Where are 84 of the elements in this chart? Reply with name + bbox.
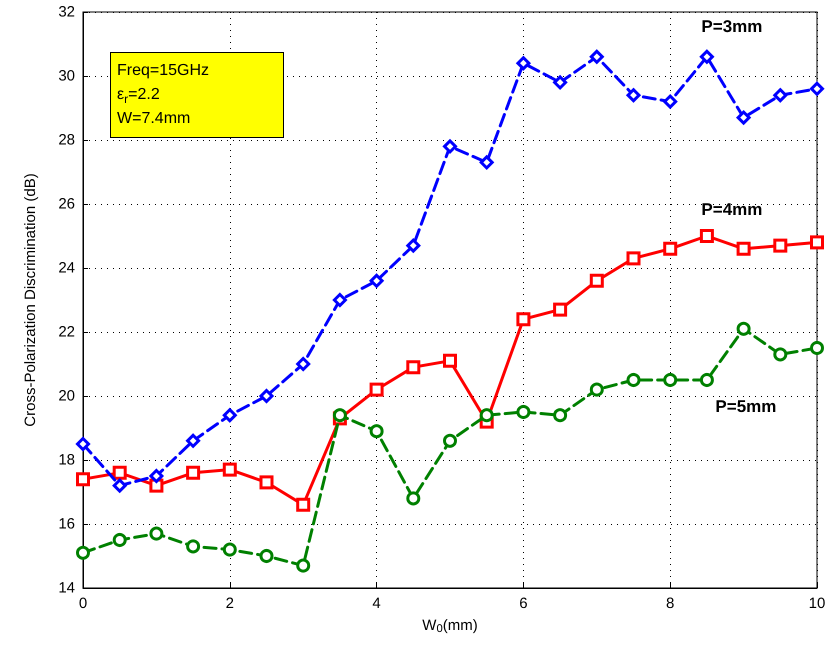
point xyxy=(370,382,384,397)
point xyxy=(332,293,347,307)
point xyxy=(700,373,714,387)
point xyxy=(222,462,237,477)
y-tick-label: 20 xyxy=(58,388,75,404)
point xyxy=(296,498,310,512)
point xyxy=(443,139,457,154)
point xyxy=(626,373,640,387)
point xyxy=(810,235,824,250)
y-tick-label: 14 xyxy=(58,580,75,596)
y-tick-label: 30 xyxy=(58,68,75,84)
point xyxy=(516,405,530,419)
point xyxy=(222,408,237,422)
y-tick-label: 26 xyxy=(58,196,75,212)
point xyxy=(76,437,90,451)
x-tick-label: 0 xyxy=(78,595,88,612)
point xyxy=(76,546,90,560)
y-tick-label: 18 xyxy=(58,452,75,468)
point xyxy=(260,475,274,490)
point xyxy=(260,389,274,403)
point xyxy=(700,229,714,243)
point xyxy=(76,472,90,486)
x-tick-label: 6 xyxy=(519,595,528,612)
point xyxy=(810,341,824,355)
point xyxy=(736,110,751,125)
point xyxy=(332,408,347,422)
point xyxy=(663,242,678,256)
annotation: Freq=15GHz xyxy=(117,61,210,81)
series-label: P=5mm xyxy=(715,397,776,416)
point xyxy=(370,274,384,288)
point xyxy=(406,360,420,374)
point xyxy=(736,242,751,256)
point xyxy=(590,274,604,288)
x-tick-label: 10 xyxy=(808,595,826,612)
point xyxy=(370,424,384,438)
point xyxy=(700,50,714,64)
point xyxy=(590,50,604,64)
point xyxy=(480,155,494,170)
point xyxy=(443,354,457,368)
point xyxy=(810,82,824,96)
y-tick-label: 28 xyxy=(58,132,75,148)
point xyxy=(112,466,127,480)
point xyxy=(186,434,200,448)
point xyxy=(553,302,568,317)
point xyxy=(516,56,530,70)
x-tick-label: 2 xyxy=(226,595,234,612)
series-label: P=4mm xyxy=(701,200,762,219)
point xyxy=(553,75,568,90)
point xyxy=(406,238,420,253)
point xyxy=(590,382,604,397)
point xyxy=(149,526,164,541)
y-tick-label: 22 xyxy=(58,324,75,340)
point xyxy=(480,408,494,422)
point xyxy=(736,322,751,336)
note-box: Freq=15GHz ε$_{r}$=2.2 W=7.4mm xyxy=(110,52,284,138)
point xyxy=(296,558,310,573)
x-tick-label: 4 xyxy=(372,595,381,612)
point xyxy=(773,238,788,253)
annotation: ε$_{r}$=2.2 xyxy=(117,85,161,107)
point xyxy=(773,347,788,362)
y-axis-title: Cross-Polarization Discrimination (dB) xyxy=(22,173,39,427)
y-tick-label: 24 xyxy=(58,260,75,276)
point xyxy=(112,478,127,493)
point xyxy=(296,357,310,371)
point xyxy=(186,539,200,554)
point xyxy=(626,251,640,266)
point xyxy=(663,373,678,387)
point xyxy=(149,469,164,483)
point xyxy=(773,88,788,102)
point xyxy=(112,533,127,547)
point xyxy=(626,88,640,102)
point xyxy=(186,466,200,480)
point xyxy=(663,94,678,109)
point xyxy=(260,549,274,563)
point xyxy=(406,491,420,506)
y-tick-label: 32 xyxy=(58,4,75,20)
series-label: P=3mm xyxy=(701,16,762,36)
y-tick-label: 16 xyxy=(58,516,75,532)
point xyxy=(553,408,568,422)
point xyxy=(443,434,457,448)
x-tick-label: 8 xyxy=(666,595,674,612)
point xyxy=(516,312,530,326)
annotation: W=7.4mm xyxy=(117,109,192,129)
point xyxy=(222,542,237,557)
